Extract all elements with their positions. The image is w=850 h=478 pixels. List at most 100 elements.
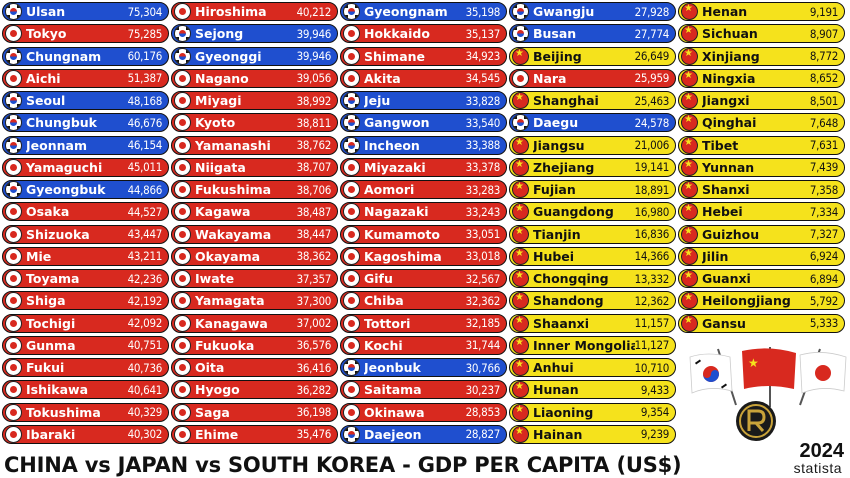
region-value: 43,211: [127, 249, 163, 264]
region-name: Jilin: [702, 248, 729, 264]
svg-text:★: ★: [748, 356, 759, 370]
ranking-grid: Ulsan 75,304 Tokyo 75,285 Chungnam 60,176 Aich…: [0, 0, 850, 450]
region-row: Yamaguchi 45,011: [2, 157, 169, 177]
region-value: 37,002: [296, 316, 332, 330]
region-name: Sejong: [195, 26, 244, 42]
region-row: Gyeongbuk 44,866: [2, 180, 169, 199]
region-row: Jeonnam 46,154: [2, 135, 169, 155]
china-flag-icon: [512, 47, 529, 65]
region-name: Fukushima: [195, 182, 272, 197]
japan-flag-icon: [343, 314, 360, 332]
region-name: Daejeon: [364, 426, 422, 442]
region-value: 35,137: [465, 26, 501, 41]
region-row: Sejong 39,946: [171, 24, 338, 44]
region-value: 14,366: [634, 249, 670, 264]
china-flag-icon: [681, 270, 698, 287]
region-row: Hunan 9,433: [509, 380, 676, 400]
china-flag-icon: [512, 136, 529, 154]
region-row: Liaoning 9,354: [509, 402, 676, 422]
japan-flag-icon: [174, 314, 191, 332]
region-name: Iwate: [195, 271, 235, 286]
region-value: 10,710: [634, 360, 670, 375]
region-value: 32,567: [465, 271, 501, 286]
region-value: 75,304: [127, 4, 163, 19]
region-value: 13,332: [634, 271, 670, 286]
region-value: 33,388: [465, 138, 501, 152]
region-row: Chungnam 60,176: [2, 46, 169, 66]
ranking-column: Gwangju 27,928 Busan 27,774 Beijing 26,649 Nar…: [509, 2, 676, 447]
region-row: Gwangju 27,928: [509, 2, 676, 21]
region-value: 30,766: [465, 360, 501, 375]
japan-flag-icon: [5, 336, 22, 354]
region-value: 33,828: [465, 93, 501, 108]
region-row: Nara 25,959: [509, 68, 676, 88]
region-value: 5,333: [809, 316, 838, 330]
region-row: Shanxi 7,358: [678, 180, 845, 199]
region-value: 7,648: [809, 115, 838, 130]
region-row: Ningxia 8,652: [678, 68, 845, 88]
region-name: Busan: [533, 26, 577, 42]
region-name: Heilongjiang: [702, 293, 791, 309]
region-name: Fujian: [533, 182, 576, 197]
region-row: Sichuan 8,907: [678, 24, 845, 44]
region-value: 19,141: [634, 160, 670, 175]
china-flag-icon: [681, 292, 698, 310]
region-row: Okinawa 28,853: [340, 402, 507, 422]
region-value: 12,362: [634, 293, 670, 308]
region-name: Chiba: [364, 293, 404, 309]
region-row: Zhejiang 19,141: [509, 157, 676, 177]
region-value: 36,576: [296, 338, 332, 353]
region-name: Jiangxi: [702, 93, 750, 108]
region-name: Kochi: [364, 337, 403, 353]
region-name: Jeju: [364, 93, 391, 108]
region-row: Guizhou 7,327: [678, 224, 845, 244]
region-value: 9,433: [640, 382, 669, 397]
region-row: Shimane 34,923: [340, 46, 507, 66]
japan-flag-icon: [174, 336, 191, 354]
japan-flag-icon: [343, 25, 360, 43]
japan-flag-icon: [343, 336, 360, 354]
region-name: Guangdong: [533, 204, 614, 220]
region-name: Tokushima: [26, 404, 101, 420]
region-value: 37,357: [296, 271, 332, 286]
region-value: 46,154: [127, 138, 163, 152]
japan-flag-icon: [343, 247, 360, 265]
region-row: Mie 43,211: [2, 246, 169, 266]
region-value: 32,362: [465, 293, 501, 308]
region-row: Chongqing 13,332: [509, 269, 676, 288]
region-name: Seoul: [26, 93, 66, 108]
region-row: Fukushima 38,706: [171, 180, 338, 199]
region-name: Jiangsu: [533, 137, 585, 153]
japan-flag-icon: [5, 247, 22, 265]
region-value: 40,736: [127, 360, 163, 375]
region-name: Hubei: [533, 248, 575, 264]
south-korea-flag-icon: [512, 25, 529, 43]
region-name: Gyeongbuk: [26, 182, 106, 197]
region-name: Gunma: [26, 337, 76, 353]
china-flag-icon: [512, 225, 529, 243]
region-name: Shaanxi: [533, 315, 590, 331]
region-name: Okayama: [195, 248, 261, 264]
japan-flag-icon: [5, 203, 22, 221]
china-flag-icon: [681, 181, 698, 198]
region-row: Gunma 40,751: [2, 335, 169, 355]
region-row: Jiangsu 21,006: [509, 135, 676, 155]
south-korea-flag-icon: [343, 136, 360, 154]
japan-flag-icon: [5, 292, 22, 310]
region-value: 32,185: [465, 316, 501, 330]
region-name: Gansu: [702, 315, 746, 331]
ranking-column: Hiroshima 40,212 Sejong 39,946 Gyeonggi 39,94…: [171, 2, 338, 447]
region-value: 33,283: [465, 182, 501, 197]
region-name: Guizhou: [702, 226, 760, 242]
region-row: Fukuoka 36,576: [171, 335, 338, 355]
region-value: 28,827: [465, 427, 501, 442]
region-row: Osaka 44,527: [2, 202, 169, 222]
japan-flag-icon: [174, 158, 191, 176]
region-row: Yunnan 7,439: [678, 157, 845, 177]
region-value: 43,447: [127, 227, 163, 241]
region-row: Guanxi 6,894: [678, 269, 845, 288]
region-value: 38,706: [296, 182, 332, 197]
region-value: 38,447: [296, 227, 332, 241]
region-row: Gyeonggi 39,946: [171, 46, 338, 66]
region-value: 38,707: [296, 160, 332, 175]
